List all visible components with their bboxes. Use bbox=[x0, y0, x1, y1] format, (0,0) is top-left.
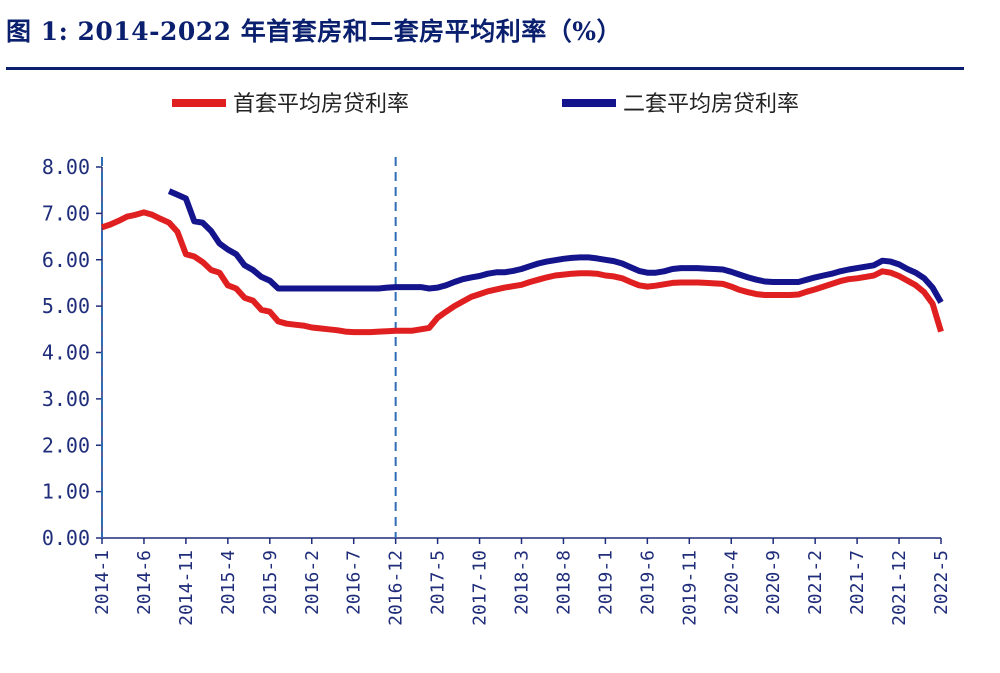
series-line-first bbox=[101, 209, 944, 336]
x-tick-label: 2020-9 bbox=[763, 550, 784, 615]
x-tick-label: 2021-12 bbox=[889, 550, 910, 626]
series-line-second bbox=[167, 188, 944, 304]
y-tick-label: 8.00 bbox=[42, 155, 90, 179]
chart-title: 图 1: 2014-2022 年首套房和二套房平均利率（%） bbox=[6, 17, 623, 46]
x-tick-label: 2014-1 bbox=[92, 550, 113, 615]
x-tick-label: 2018-3 bbox=[512, 550, 533, 615]
x-tick-label: 2019-1 bbox=[595, 550, 616, 615]
x-tick-label: 2016-2 bbox=[302, 550, 323, 615]
x-tick-label: 2015-4 bbox=[218, 550, 239, 615]
legend: 首套平均房贷利率 二套平均房贷利率 bbox=[172, 92, 799, 117]
x-tick-label: 2022-5 bbox=[931, 550, 952, 615]
x-tick-label: 2018-8 bbox=[553, 550, 574, 615]
x-tick-label: 2019-11 bbox=[679, 550, 700, 626]
legend-label-second: 二套平均房贷利率 bbox=[623, 92, 799, 117]
x-tick-label: 2019-6 bbox=[637, 550, 658, 615]
x-tick-label: 2014-6 bbox=[134, 550, 155, 615]
x-tick-label: 2017-5 bbox=[428, 550, 449, 615]
x-tick-label: 2016-12 bbox=[386, 550, 407, 626]
y-tick-label: 3.00 bbox=[42, 387, 90, 411]
x-tick-label: 2017-10 bbox=[470, 550, 491, 626]
reference-lines bbox=[101, 157, 397, 538]
y-tick-label: 7.00 bbox=[42, 201, 90, 225]
title-rule bbox=[6, 67, 964, 70]
y-tick-label: 6.00 bbox=[42, 248, 90, 272]
series-lines bbox=[101, 188, 944, 336]
x-tick-label: 2020-4 bbox=[721, 550, 742, 615]
y-tick-label: 0.00 bbox=[42, 526, 90, 550]
x-tick-label: 2014-11 bbox=[176, 550, 197, 626]
y-tick-label: 1.00 bbox=[42, 480, 90, 504]
axes: 0.00 1.00 2.00 3.00 4.00 5.00 6.00 7.00 8.00 2014… bbox=[42, 155, 952, 626]
x-tick-label: 2021-7 bbox=[847, 550, 868, 615]
y-tick-label: 5.00 bbox=[42, 294, 90, 318]
x-tick-label: 2016-7 bbox=[344, 550, 365, 615]
x-tick-label: 2021-2 bbox=[805, 550, 826, 615]
y-tick-label: 4.00 bbox=[42, 341, 90, 365]
x-tick-label: 2015-9 bbox=[260, 550, 281, 615]
y-tick-label: 2.00 bbox=[42, 433, 90, 457]
legend-label-first: 首套平均房贷利率 bbox=[233, 92, 409, 117]
